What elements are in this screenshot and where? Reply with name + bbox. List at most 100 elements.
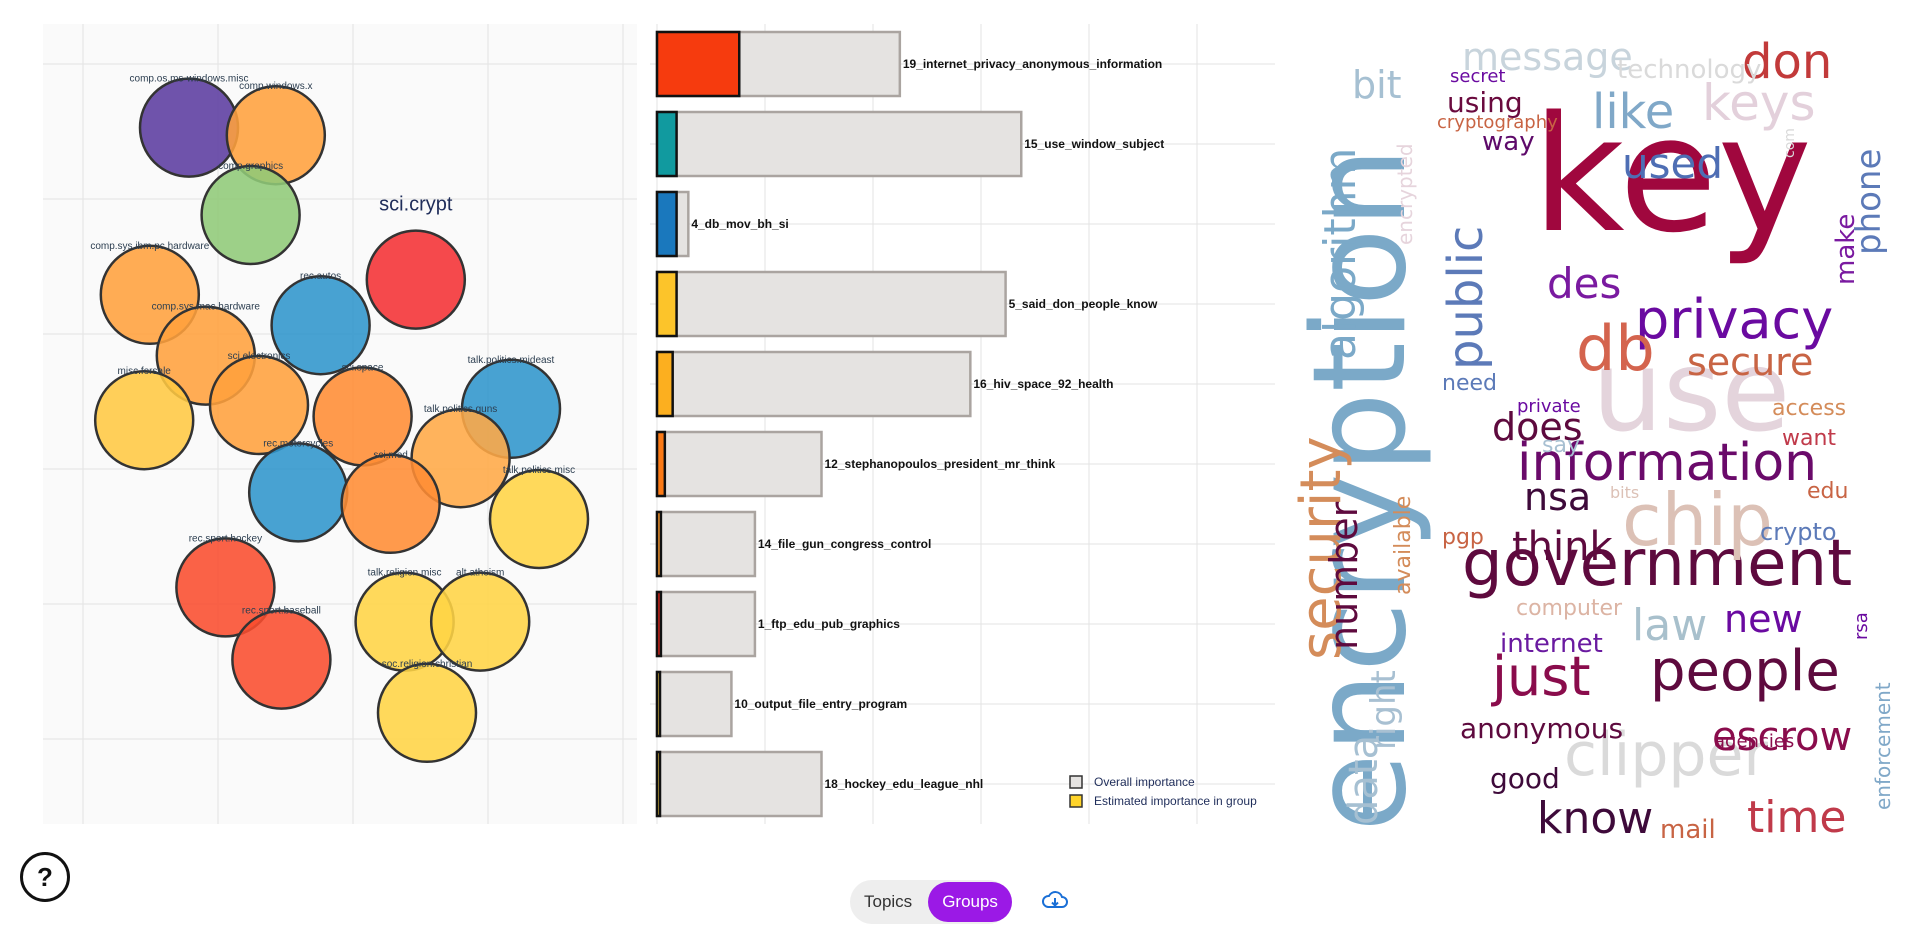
toggle-topics[interactable]: Topics xyxy=(864,892,913,911)
word-need: need xyxy=(1442,371,1497,396)
word-privacy: privacy xyxy=(1635,288,1833,351)
bar-row-10-output-file-entry-program[interactable]: 10_output_file_entry_program xyxy=(655,670,907,738)
bar-row-5-said-don-people-know[interactable]: 5_said_don_people_know xyxy=(655,270,1158,338)
word-algorithm: algorithm xyxy=(1315,148,1366,360)
word-information: information xyxy=(1517,433,1817,493)
bar-row-1-ftp-edu-pub-graphics[interactable]: 1_ftp_edu_pub_graphics xyxy=(655,590,900,658)
word-private: private xyxy=(1517,396,1581,417)
group-importance-bar[interactable] xyxy=(655,510,663,578)
word-used: used xyxy=(1622,139,1723,188)
bubble-label: talk.religion.misc xyxy=(368,568,442,579)
bar-row-16-hiv-space-92-health[interactable]: 16_hiv_space_92_health xyxy=(655,350,1113,418)
group-importance-bar[interactable] xyxy=(655,670,662,738)
overall-importance-bar[interactable] xyxy=(655,430,823,498)
word-technology: technology xyxy=(1617,55,1761,85)
bar-label: 10_output_file_entry_program xyxy=(734,697,907,711)
group-importance-bar[interactable] xyxy=(655,270,678,338)
bubble-misc-forsale[interactable] xyxy=(93,369,195,471)
cloud-download-icon xyxy=(1042,891,1068,908)
group-importance-bar[interactable] xyxy=(655,590,663,658)
word-time: time xyxy=(1747,792,1846,840)
toggle-groups[interactable]: Groups xyxy=(928,882,1012,922)
bubble-soc-religion-christian[interactable] xyxy=(376,662,478,764)
word-don: don xyxy=(1742,34,1832,90)
bubble-comp-graphics[interactable] xyxy=(200,164,301,266)
word-think: think xyxy=(1512,524,1614,570)
bubble-rec-sport-hockey[interactable] xyxy=(175,537,276,638)
word-right: right xyxy=(1364,670,1404,750)
help-label: ? xyxy=(37,861,53,892)
bar-label: 12_stephanopoulos_president_mr_think xyxy=(825,457,1056,471)
bar-row-14-file-gun-congress-control[interactable]: 14_file_gun_congress_control xyxy=(655,510,931,578)
help-button[interactable]: ? xyxy=(20,852,70,902)
bubble-label: rec.sport.hockey xyxy=(189,533,262,544)
overall-importance-bar[interactable] xyxy=(655,510,757,578)
word-escrow: escrow xyxy=(1712,714,1852,760)
overall-importance-bar[interactable] xyxy=(655,670,733,738)
bar-row-15-use-window-subject[interactable]: 15_use_window_subject xyxy=(655,110,1164,178)
word-chip: chip xyxy=(1622,478,1773,562)
bubble-label: rec.motorcycles xyxy=(263,438,333,449)
bubble-label: rec.sport.baseball xyxy=(242,606,321,617)
word-law: law xyxy=(1632,600,1707,651)
word-enforcement: enforcement xyxy=(1871,682,1895,810)
bar-row-12-stephanopoulos-president-mr-think[interactable]: 12_stephanopoulos_president_mr_think xyxy=(655,430,1056,498)
bar-row-4-db-mov-bh-si[interactable]: 4_db_mov_bh_si xyxy=(655,190,789,258)
word-make: make xyxy=(1831,214,1861,285)
word-encrypted: encrypted xyxy=(1393,143,1417,245)
word-cryptography: cryptography xyxy=(1437,112,1558,133)
bubble-rec-autos[interactable] xyxy=(270,274,371,376)
group-importance-bar[interactable] xyxy=(655,430,667,498)
bubble-label: talk.politics.guns xyxy=(424,404,497,415)
word-public: public xyxy=(1438,226,1494,370)
word-agencies: agencies xyxy=(1714,731,1794,752)
group-importance-bar[interactable] xyxy=(655,350,674,418)
bar-row-19-internet-privacy-anonymous-information[interactable]: 19_internet_privacy_anonymous_informatio… xyxy=(655,30,1162,98)
bubble-rec-motorcycles[interactable] xyxy=(247,442,349,543)
bar-legend: Overall importance Estimated importance i… xyxy=(1069,775,1257,808)
word-computer: computer xyxy=(1516,596,1623,621)
word-crypto: crypto xyxy=(1760,518,1837,546)
bar-label: 1_ftp_edu_pub_graphics xyxy=(758,617,900,631)
word-does: does xyxy=(1492,405,1583,449)
overall-importance-bar[interactable] xyxy=(655,590,757,658)
bubble-label: misc.forsale xyxy=(118,366,172,377)
bar-row-18-hockey-edu-league-nhl[interactable]: 18_hockey_edu_league_nhl xyxy=(655,750,983,818)
word-des: des xyxy=(1547,259,1621,308)
overall-importance-bar[interactable] xyxy=(655,350,972,418)
word-keys: keys xyxy=(1702,74,1816,132)
bubble-label: comp.windows.x xyxy=(239,81,312,92)
word-anonymous: anonymous xyxy=(1460,712,1623,745)
bubble-label: talk.politics.mideast xyxy=(468,355,555,366)
overall-importance-bar[interactable] xyxy=(655,750,823,818)
bubble-sci-crypt[interactable] xyxy=(365,229,467,330)
word-like: like xyxy=(1592,84,1674,140)
word-just: just xyxy=(1491,645,1591,708)
overall-importance-bar[interactable] xyxy=(655,110,1023,178)
bubble-label: rec.autos xyxy=(300,271,341,282)
bubble-sci-electronics[interactable] xyxy=(208,354,310,456)
word-edu: edu xyxy=(1807,479,1848,504)
word-secret: secret xyxy=(1450,66,1506,87)
view-toggle[interactable]: Topics Groups xyxy=(850,880,1012,924)
bubble-rec-sport-baseball[interactable] xyxy=(231,609,332,710)
bubble-talk-politics-misc[interactable] xyxy=(488,468,590,570)
word-know: know xyxy=(1537,793,1653,840)
bubble-label: sci.electronics xyxy=(228,351,291,362)
download-button[interactable] xyxy=(1040,886,1070,916)
bubble-sci-med[interactable] xyxy=(340,453,441,555)
word-mail: mail xyxy=(1660,815,1716,840)
overall-importance-bar[interactable] xyxy=(655,270,1007,338)
word-available: available xyxy=(1391,496,1416,595)
bar-label: 5_said_don_people_know xyxy=(1009,297,1158,311)
group-importance-bar[interactable] xyxy=(655,750,662,818)
topic-importance-panel: 19_internet_privacy_anonymous_informatio… xyxy=(650,24,1275,824)
bubble-alt-atheism[interactable] xyxy=(429,571,531,672)
group-importance-bar[interactable] xyxy=(655,110,678,178)
word-bit: bit xyxy=(1352,63,1402,107)
group-importance-bar[interactable] xyxy=(655,30,741,98)
word-number: number xyxy=(1322,501,1366,650)
group-importance-bar[interactable] xyxy=(655,190,678,258)
